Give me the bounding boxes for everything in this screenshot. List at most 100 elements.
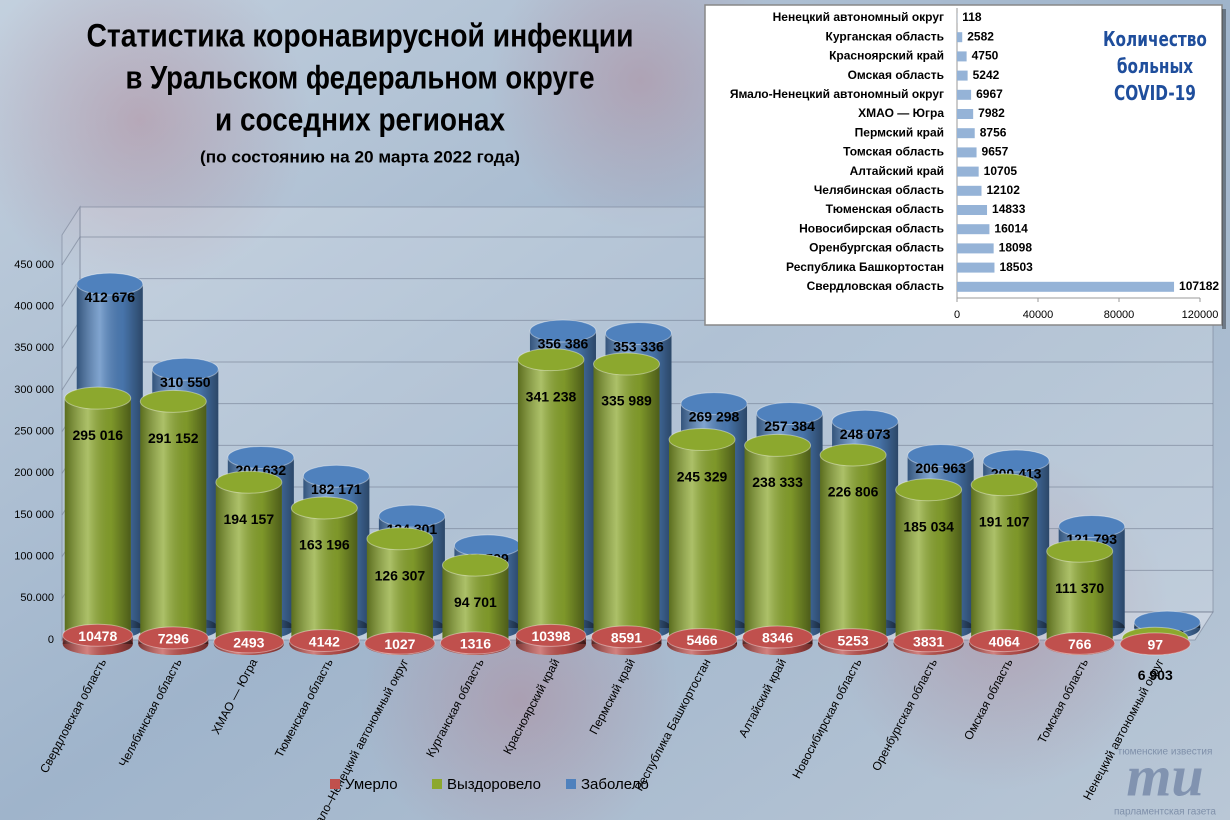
cylinder-bar: [970, 473, 1038, 655]
cylinder-top: [517, 348, 585, 372]
value-label: 8346: [762, 630, 793, 646]
value-label: 10478: [78, 628, 117, 644]
cylinder-bar: [517, 348, 585, 655]
cylinder-bar: [439, 631, 511, 655]
cylinder-shade: [64, 398, 131, 644]
cylinder-bar: [364, 631, 436, 655]
bar: [957, 70, 968, 81]
bar: [957, 128, 975, 139]
cylinder-top: [529, 319, 597, 343]
cylinder-bar: [1119, 632, 1191, 656]
value-label: 182 171: [311, 481, 362, 497]
y-tick-label: Красноярский край: [829, 49, 944, 63]
cylinder-top: [817, 628, 889, 652]
value-label: 191 107: [979, 513, 1030, 529]
y-tick-label: 0: [48, 634, 54, 646]
inset-title: больных: [1117, 56, 1193, 79]
cylinder-top: [895, 478, 963, 502]
legend-label: Выздоровело: [447, 776, 541, 793]
value-label: 3831: [913, 634, 944, 650]
cylinder-shade: [669, 439, 736, 644]
value-label: 412 676: [84, 289, 135, 305]
value-label: 2582: [967, 29, 994, 43]
cylinder-top: [1058, 515, 1126, 539]
cylinder-shade: [744, 445, 811, 644]
legend-label: Умерло: [345, 776, 398, 793]
value-label: 126 307: [375, 567, 426, 583]
value-label: 310 550: [160, 374, 211, 390]
y-tick-label: 200 000: [14, 467, 54, 479]
cylinder-top: [1119, 632, 1191, 656]
cylinder-shade: [291, 508, 358, 644]
value-label: 118: [962, 10, 982, 24]
inset-title: COVID-19: [1114, 83, 1196, 106]
value-label: 194 157: [224, 511, 275, 527]
value-label: 356 386: [538, 336, 589, 352]
value-label: 111 370: [1055, 580, 1104, 596]
y-tick-label: Пермский край: [855, 125, 944, 139]
value-label: 10705: [984, 164, 1018, 178]
y-tick-label: 350 000: [14, 342, 54, 354]
value-label: 245 329: [677, 468, 728, 484]
x-tick-label: 0: [954, 309, 960, 321]
y-tick-label: Томская область: [843, 145, 944, 159]
cylinder-top: [605, 322, 672, 346]
cylinder-top: [515, 623, 587, 647]
cylinder-bar: [968, 629, 1040, 655]
y-tick-label: ХМАО — Югра: [858, 106, 944, 120]
value-label: 257 384: [764, 418, 815, 434]
cylinder-bar: [288, 629, 360, 655]
cylinder-bar: [817, 628, 889, 655]
cylinder-bar: [591, 625, 662, 655]
value-label: 97: [1147, 637, 1163, 653]
value-label: 9657: [982, 145, 1009, 159]
value-label: 238 333: [752, 474, 803, 490]
chart-layer: Статистика коронавирусной инфекции в Урал…: [14, 4, 1226, 820]
legend-swatch: [566, 779, 576, 789]
cylinder-top: [668, 428, 736, 452]
y-tick-label: 300 000: [14, 384, 54, 396]
y-tick-label: Оренбургская область: [809, 241, 944, 255]
cylinder-top: [441, 553, 509, 577]
cylinder-top: [215, 470, 283, 494]
cylinder-bar: [893, 629, 965, 655]
value-label: 6967: [976, 87, 1003, 101]
cylinder-top: [64, 386, 132, 410]
cylinder-top: [76, 272, 144, 296]
cylinder-top: [366, 527, 434, 551]
inset-title: Количество: [1103, 29, 1207, 52]
chart-title: Статистика коронавирусной инфекции: [87, 17, 634, 53]
cylinder-shade: [895, 489, 962, 644]
value-label: 1027: [384, 636, 415, 652]
value-label: 14833: [992, 202, 1026, 216]
bar: [957, 224, 990, 235]
value-label: 8591: [611, 630, 642, 646]
value-label: 226 806: [828, 484, 879, 500]
cylinder-top: [302, 464, 370, 488]
cylinder-bar: [1044, 631, 1116, 655]
cylinder-top: [1046, 539, 1114, 563]
value-label: 16014: [994, 221, 1028, 235]
value-label: 6 903: [1138, 667, 1173, 683]
cylinder-top: [819, 443, 887, 467]
cylinder-bar: [137, 626, 209, 655]
value-label: 5242: [973, 68, 1000, 82]
cylinder-top: [593, 352, 660, 376]
cylinder-top: [378, 504, 446, 528]
value-label: 7982: [978, 106, 1005, 120]
cylinder-shade: [442, 565, 509, 644]
legend-label: Заболело: [581, 776, 649, 793]
value-label: 94 701: [454, 594, 497, 610]
x-tick-label: 120000: [1182, 309, 1219, 321]
y-tick-label: Ненецкий автономный округ: [773, 10, 944, 24]
y-tick-label: Курганская область: [826, 29, 944, 43]
cylinder-top: [968, 629, 1040, 653]
cylinder-top: [666, 627, 738, 651]
value-label: 295 016: [72, 427, 123, 443]
bar: [957, 166, 979, 177]
legend-swatch: [432, 779, 442, 789]
value-label: 766: [1068, 636, 1092, 652]
cylinder-bar: [819, 443, 887, 655]
cylinder-top: [439, 631, 511, 655]
